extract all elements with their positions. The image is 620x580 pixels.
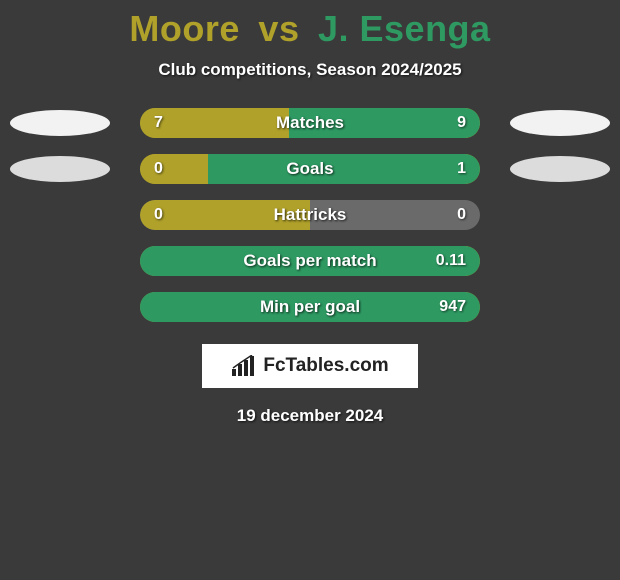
page-title: Moore vs J. Esenga — [0, 8, 620, 50]
stat-bar: 00Hattricks — [140, 200, 480, 230]
subtitle: Club competitions, Season 2024/2025 — [0, 60, 620, 80]
player1-badge — [10, 110, 110, 136]
stat-bar: 01Goals — [140, 154, 480, 184]
player2-name: J. Esenga — [318, 8, 491, 49]
fctables-logo[interactable]: FcTables.com — [202, 344, 418, 388]
logo-text: FcTables.com — [263, 355, 388, 377]
player2-badge — [510, 110, 610, 136]
bars-icon — [231, 355, 259, 377]
stat-label: Matches — [140, 113, 480, 133]
player1-badge — [10, 156, 110, 182]
stat-label: Min per goal — [140, 297, 480, 317]
stat-label: Goals per match — [140, 251, 480, 271]
comparison-card: Moore vs J. Esenga Club competitions, Se… — [0, 0, 620, 580]
date-label: 19 december 2024 — [0, 406, 620, 426]
stat-rows: 79Matches 01Goals 00Hattricks 0.11Goals per… — [0, 108, 620, 322]
stat-bar: 947Min per goal — [140, 292, 480, 322]
stat-row: 947Min per goal — [0, 292, 620, 322]
stat-label: Goals — [140, 159, 480, 179]
vs-label: vs — [258, 8, 299, 49]
stat-label: Hattricks — [140, 205, 480, 225]
player1-name: Moore — [129, 8, 240, 49]
stat-row: 00Hattricks — [0, 200, 620, 230]
player2-badge — [510, 156, 610, 182]
stat-row: 0.11Goals per match — [0, 246, 620, 276]
stat-bar: 79Matches — [140, 108, 480, 138]
stat-row: 79Matches — [0, 108, 620, 138]
stat-row: 01Goals — [0, 154, 620, 184]
stat-bar: 0.11Goals per match — [140, 246, 480, 276]
